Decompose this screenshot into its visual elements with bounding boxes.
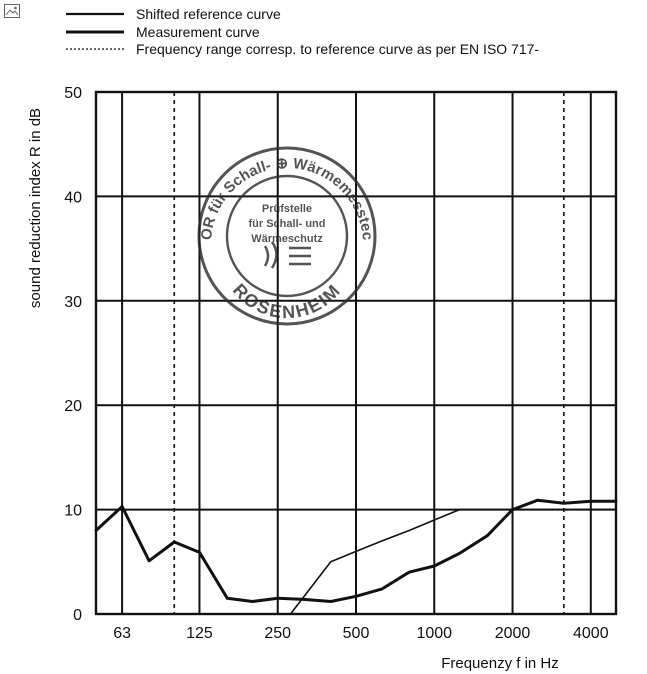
- y-tick-label-10: 10: [64, 503, 82, 520]
- series: [94, 498, 618, 615]
- plot-frame: [94, 90, 618, 616]
- y-tick-label-0: 0: [73, 607, 82, 624]
- series-line-measurement-curve: [94, 498, 618, 603]
- x-tick-label-2000: 2000: [495, 625, 531, 642]
- stamp-center-text-2: für Schall- und: [249, 218, 326, 230]
- y-tick-label-30: 30: [64, 294, 82, 311]
- legend-label-3: Frequency range corresp. to reference cu…: [136, 41, 539, 57]
- x-tick-label-125: 125: [186, 625, 213, 642]
- legend: Shifted reference curve Measurement curve…: [66, 6, 539, 57]
- x-tick-label-1000: 1000: [416, 625, 452, 642]
- axes: 0 10 20 30 40 50 63 125 250 500 1000 2000 4000 Freque…: [27, 85, 609, 672]
- y-tick-label-40: 40: [64, 189, 82, 206]
- x-tick-label-500: 500: [343, 625, 370, 642]
- stamp-center-text-1: Prüfstelle: [262, 203, 312, 215]
- y-tick-label-20: 20: [64, 398, 82, 415]
- x-tick-label-4000: 4000: [573, 625, 609, 642]
- stamp-emblem-lines: [289, 246, 311, 266]
- grid: [94, 90, 618, 616]
- legend-label-1: Shifted reference curve: [136, 6, 281, 22]
- image-icon: [4, 4, 20, 18]
- stamp-outer-ring: [197, 146, 377, 326]
- y-tick-label-50: 50: [64, 85, 82, 102]
- y-axis-title: sound reduction index R in dB: [27, 108, 44, 308]
- x-tick-label-63: 63: [113, 625, 131, 642]
- stamp-inner-ring: [225, 174, 349, 298]
- series-line-shifted-reference-curve: [289, 508, 617, 615]
- x-axis-title: Frequenzy f in Hz: [441, 655, 559, 672]
- stamp-emblem-waves: [263, 241, 278, 269]
- x-tick-label-250: 250: [264, 625, 291, 642]
- legend-label-2: Measurement curve: [136, 24, 260, 40]
- stamp-center-text-3: Wärmeschutz: [251, 233, 323, 245]
